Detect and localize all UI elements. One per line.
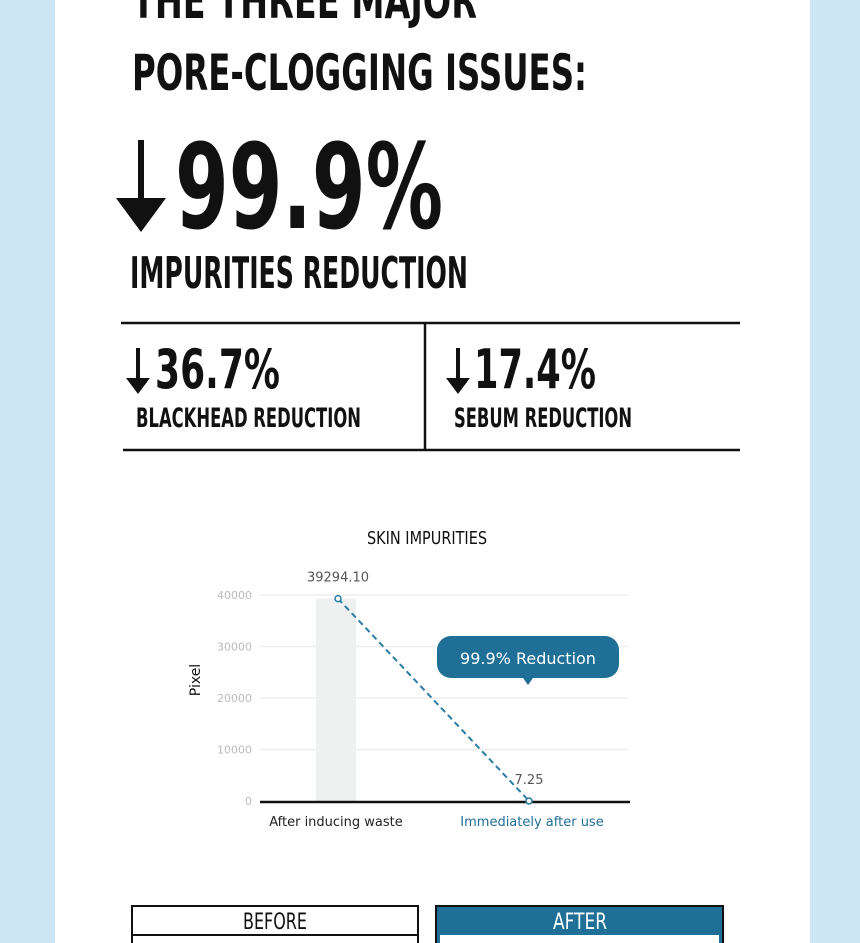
- value-label: 39294.10: [307, 571, 369, 586]
- value-label: 7.25: [515, 773, 544, 788]
- point: [334, 594, 342, 603]
- stat-label: SEBUM REDUCTION: [454, 403, 632, 434]
- stat-label: BLACKHEAD REDUCTION: [136, 403, 361, 434]
- bar: [316, 598, 356, 801]
- after-label: AFTER: [553, 910, 607, 935]
- y-tick-label: 30000: [217, 641, 252, 654]
- stat-value: 36.7%: [155, 338, 280, 401]
- after-box-inner: [440, 935, 719, 943]
- before-label: BEFORE: [243, 910, 307, 935]
- annotation-bubble: [437, 636, 619, 678]
- annotation-pointer: [523, 678, 533, 685]
- x-tick-label: After inducing waste: [269, 815, 403, 830]
- y-tick-label: 20000: [217, 692, 252, 705]
- down-arrow: [446, 348, 470, 394]
- main-stat-label: IMPURITIES REDUCTION: [130, 248, 468, 299]
- chart: SKIN IMPURITIES Pixel 0 10000 20000 30000 40…: [188, 528, 630, 830]
- trend-line: [337, 597, 530, 802]
- point: [525, 797, 533, 805]
- headline: THE THREE MAJOR: [132, 0, 477, 30]
- headline: PORE-CLOGGING ISSUES:: [132, 44, 587, 102]
- y-tick-label: 0: [245, 795, 252, 808]
- main-stat: 99.9%: [175, 118, 443, 256]
- down-arrow: [116, 140, 166, 232]
- y-tick-label: 10000: [217, 744, 252, 757]
- x-tick-label: Immediately after use: [460, 815, 603, 830]
- chart-title: SKIN IMPURITIES: [367, 528, 487, 549]
- y-axis-label: Pixel: [188, 664, 204, 696]
- panel: [55, 0, 810, 943]
- before-box: [131, 905, 419, 943]
- stat-value: 17.4%: [474, 338, 596, 401]
- down-arrow: [126, 348, 150, 394]
- annotation: 99.9% Reduction: [460, 649, 596, 668]
- y-tick-label: 40000: [217, 589, 252, 602]
